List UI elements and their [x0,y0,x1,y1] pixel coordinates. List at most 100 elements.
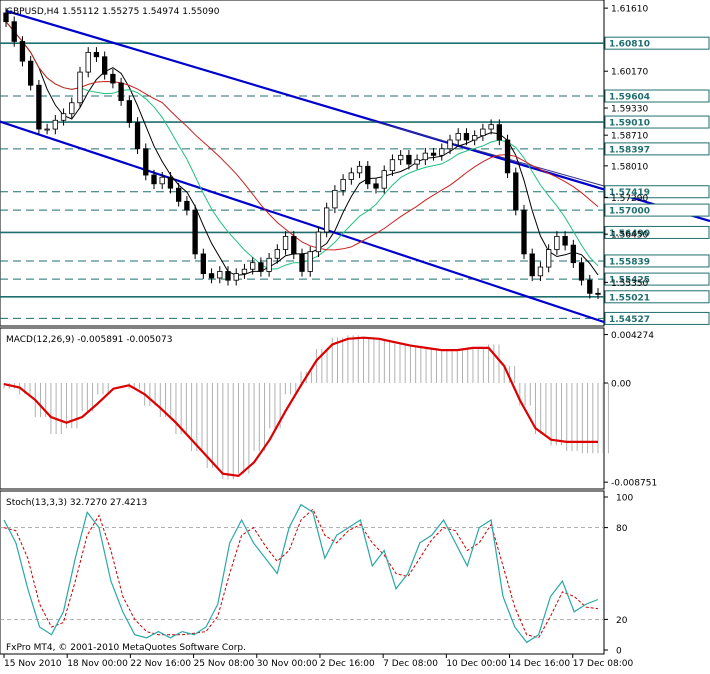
candle-body [291,235,297,255]
candle-body [340,179,346,191]
time-axis: 15 Nov 2010 18 Nov 00:00 22 Nov 16:00 25 No… [3,654,634,669]
candle-body [398,154,404,161]
thin-trendline [369,119,605,187]
candle-body [233,273,239,281]
level-tag-box [604,142,710,156]
candle-body [184,200,190,211]
candle-body [537,266,544,277]
price-tick-label: 1.60170 [611,68,648,78]
copyright-text: FxPro MT4, © 2001-2010 MetaQuotes Softwa… [6,643,246,653]
candle-body [102,56,108,75]
candle-body [159,176,165,185]
time-tick-label: 22 Nov 16:00 [130,659,191,669]
candle-body [282,235,289,250]
price-tick-label: 1.57290 [611,194,648,204]
time-tick-label: 7 Dec 08:00 [383,659,438,669]
candle-body [587,279,593,294]
level-tag-box [604,311,710,325]
candle-body [562,235,568,246]
candles [3,7,601,300]
stochastic-title: Stoch(13,3,3) 32.7270 27.4213 [6,498,147,508]
level-tag-label: 1.55021 [609,293,650,303]
candle-body [44,128,50,131]
candle-body [521,209,527,255]
candle-body [414,159,420,165]
level-tag-box [604,272,710,286]
candle-body [93,51,100,58]
candle-body [504,139,511,174]
candle-body [176,187,182,202]
candle-body [373,183,379,189]
time-tick-label: 14 Dec 16:00 [510,659,571,669]
level-tag-label: 1.58397 [609,145,650,155]
macd-histogram [3,335,609,480]
time-tick-label: 10 Dec 00:00 [446,659,507,669]
candle-body [126,100,132,123]
level-tag-box [604,290,710,304]
time-tick-label: 30 Nov 00:00 [257,659,318,669]
candle-body [225,271,231,281]
candle-body [570,244,576,264]
level-tag-label: 1.54527 [609,315,650,325]
level-tag-box [604,89,710,103]
time-tick-label: 25 Nov 08:00 [194,659,255,669]
upper-trendline [5,9,710,223]
price-tick-label: 1.59330 [611,105,648,115]
candle-body [463,133,470,141]
moving-average-line [5,21,599,251]
macd-signal-line [3,336,598,478]
candle-body [315,231,322,253]
candle-body [143,148,149,176]
stochastic-axis: 100 80 20 0 [604,494,633,657]
level-tag-box [604,36,710,50]
candle-body [529,253,535,277]
level-tag-box [604,203,710,217]
candle-body [348,172,354,180]
candle-body [488,124,494,130]
macd-title: MACD(12,26,9) -0.005891 -0.005073 [6,335,172,345]
candle-body [217,271,223,279]
candle-body [250,262,256,270]
time-tick-label: 15 Nov 2010 [4,659,62,669]
level-tag-box [604,254,710,268]
candle-body [28,60,34,86]
candle-body [69,102,75,115]
candle-body [258,262,264,272]
price-panel[interactable]: GBPUSD,H4 1.55112 1.55275 1.54974 1.5509… [0,0,710,327]
candle-body [595,292,601,295]
level-tag-label: 1.55839 [609,257,650,267]
macd-panel[interactable]: MACD(12,26,9) -0.005891 -0.005073 [0,327,609,490]
candle-body [192,209,198,255]
candle-body [324,207,330,233]
time-tick-label: 17 Dec 08:00 [573,659,634,669]
candle-body [299,253,305,272]
candle-body [151,174,157,185]
candle-body [200,253,206,275]
candle-body [332,189,338,209]
level-tag-label: 1.56490 [609,229,650,239]
level-tag-label: 1.57419 [609,188,650,198]
level-tag-label: 1.59010 [609,119,650,129]
candle-body [110,73,116,84]
candle-body [472,135,478,141]
level-tag-label: 1.57000 [609,207,650,217]
time-tick-label: 2 Dec 16:00 [320,659,375,669]
candle-body [208,273,215,279]
candle-body [513,172,519,211]
level-tag-label: 1.59604 [609,93,650,103]
candle-body [447,139,453,150]
candle-body [167,176,174,189]
candle-body [274,249,280,259]
candle-body [439,148,445,156]
candle-body [118,82,124,101]
stochastic-main-line [3,503,599,644]
candle-body [365,165,371,185]
macd-tick-label: 0.00 [611,380,631,390]
stochastic-panel[interactable]: Stoch(13,3,3) 32.7270 27.4213 FxPro MT4,… [0,490,605,655]
symbol-quote-line: GBPUSD,H4 1.55112 1.55275 1.54974 1.5509… [6,7,220,17]
candle-body [11,21,17,42]
stochastic-tick-label: 80 [616,524,628,534]
candle-body [134,122,141,150]
candle-body [356,165,363,174]
